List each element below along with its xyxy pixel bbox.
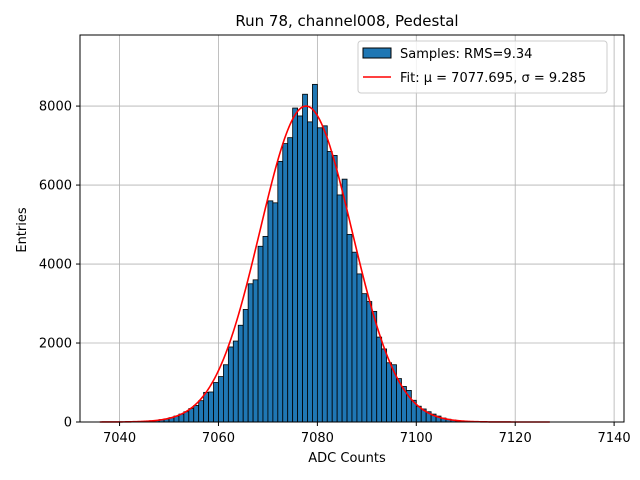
- histogram-bar: [376, 336, 383, 423]
- x-axis-ticks: 7040 7060 7080 7100 7120 7140: [103, 422, 631, 446]
- x-tick-label: 7080: [301, 431, 334, 446]
- histogram-bar: [218, 376, 224, 423]
- histogram-bar: [232, 340, 239, 423]
- histogram-bar: [312, 83, 318, 423]
- histogram-bar: [287, 137, 294, 423]
- plot-frame: [79, 34, 625, 423]
- y-tick-label: 4000: [39, 258, 72, 273]
- histogram-bar: [316, 127, 323, 423]
- histogram-bars: [148, 83, 472, 423]
- histogram-bar: [272, 202, 279, 423]
- legend-swatch-samples: [362, 47, 392, 59]
- y-axis-ticks: 0 2000 4000 6000 8000: [39, 100, 80, 431]
- y-tick-label: 6000: [39, 179, 72, 194]
- histogram-bar: [262, 235, 269, 423]
- x-tick-label: 7060: [202, 431, 235, 446]
- histogram-bar: [366, 301, 373, 423]
- histogram-bar: [277, 160, 284, 423]
- histogram-bar: [188, 408, 195, 423]
- histogram-bar: [361, 293, 368, 423]
- x-tick-label: 7040: [103, 431, 136, 446]
- y-tick-label: 2000: [39, 337, 72, 352]
- histogram-bar: [282, 143, 289, 423]
- histogram-bar: [193, 405, 200, 423]
- histogram-bar: [208, 391, 214, 423]
- histogram-bar: [346, 234, 353, 423]
- histogram-bar: [321, 125, 328, 423]
- histogram-bar: [356, 273, 363, 423]
- histogram-bar: [336, 194, 343, 423]
- histogram-bar: [257, 245, 264, 423]
- histogram-bar: [386, 362, 392, 423]
- histogram-bar: [302, 93, 308, 423]
- histogram-bar: [371, 311, 378, 423]
- histogram-bar: [307, 121, 313, 423]
- legend-box: [357, 40, 608, 94]
- histogram-bar: [227, 346, 234, 423]
- histogram-bar: [213, 382, 219, 423]
- legend-label-fit: Fit: μ = 7077.695, σ = 9.285: [400, 71, 586, 86]
- histogram-bar: [326, 151, 333, 423]
- histogram-bar: [341, 178, 348, 423]
- y-axis-label: Entries: [15, 207, 30, 253]
- histogram-bar: [292, 107, 298, 423]
- x-tick-label: 7140: [598, 431, 631, 446]
- histogram-bar: [242, 309, 249, 423]
- histogram-bar: [331, 155, 338, 423]
- histogram-bar: [297, 115, 303, 423]
- histogram-bar: [198, 400, 205, 423]
- x-tick-label: 7120: [499, 431, 532, 446]
- histogram-bar: [203, 391, 209, 423]
- histogram-bar: [381, 348, 388, 423]
- histogram-bar: [237, 324, 244, 423]
- y-tick-label: 0: [64, 416, 72, 431]
- histogram-bar: [267, 200, 274, 423]
- histogram-bar: [223, 364, 229, 423]
- histogram-bar: [247, 283, 254, 423]
- x-tick-label: 7100: [400, 431, 433, 446]
- histogram-bar: [252, 279, 259, 423]
- histogram-bar: [351, 251, 358, 423]
- chart-title: Run 78, channel008, Pedestal: [235, 12, 458, 30]
- legend: Samples: RMS=9.34 Fit: μ = 7077.695, σ =…: [357, 40, 608, 94]
- x-axis-label: ADC Counts: [308, 451, 386, 466]
- y-tick-label: 8000: [39, 100, 72, 115]
- legend-label-samples: Samples: RMS=9.34: [400, 47, 532, 62]
